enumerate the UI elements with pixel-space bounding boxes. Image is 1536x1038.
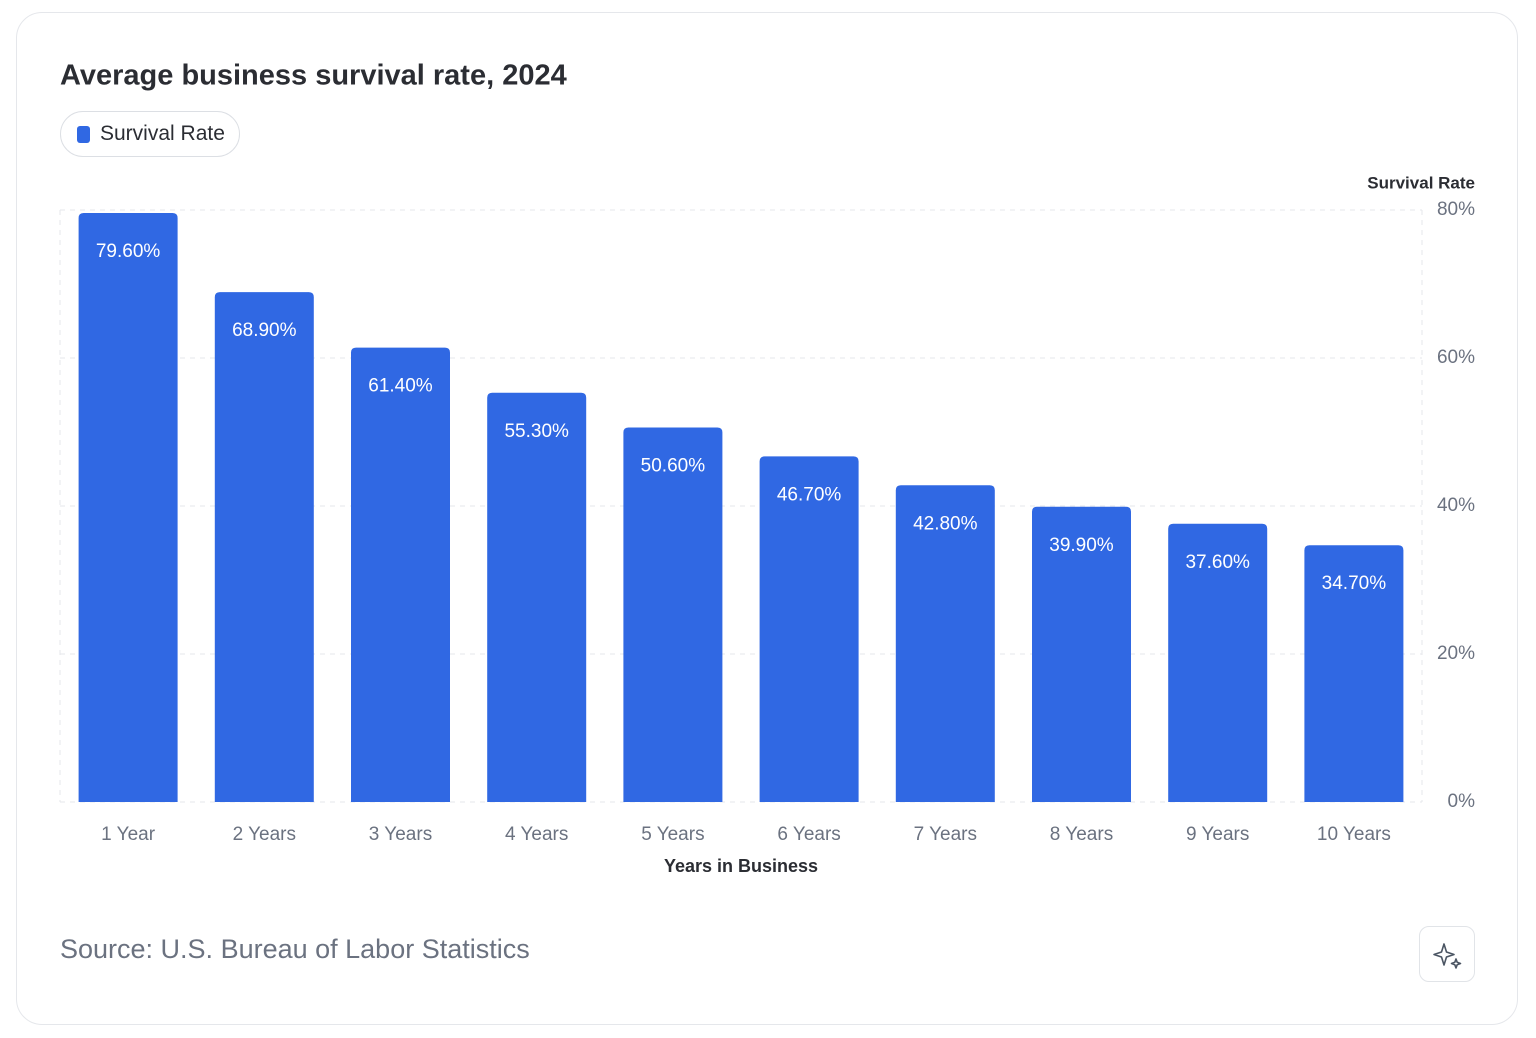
legend-item[interactable]: Survival Rate <box>60 111 240 157</box>
sparkle-icon <box>1433 943 1462 969</box>
legend-swatch <box>77 125 90 143</box>
card <box>16 12 1518 1025</box>
sparkle <box>1433 943 1462 969</box>
ai-button[interactable] <box>1419 926 1475 982</box>
legend-label: Survival Rate <box>100 122 225 145</box>
